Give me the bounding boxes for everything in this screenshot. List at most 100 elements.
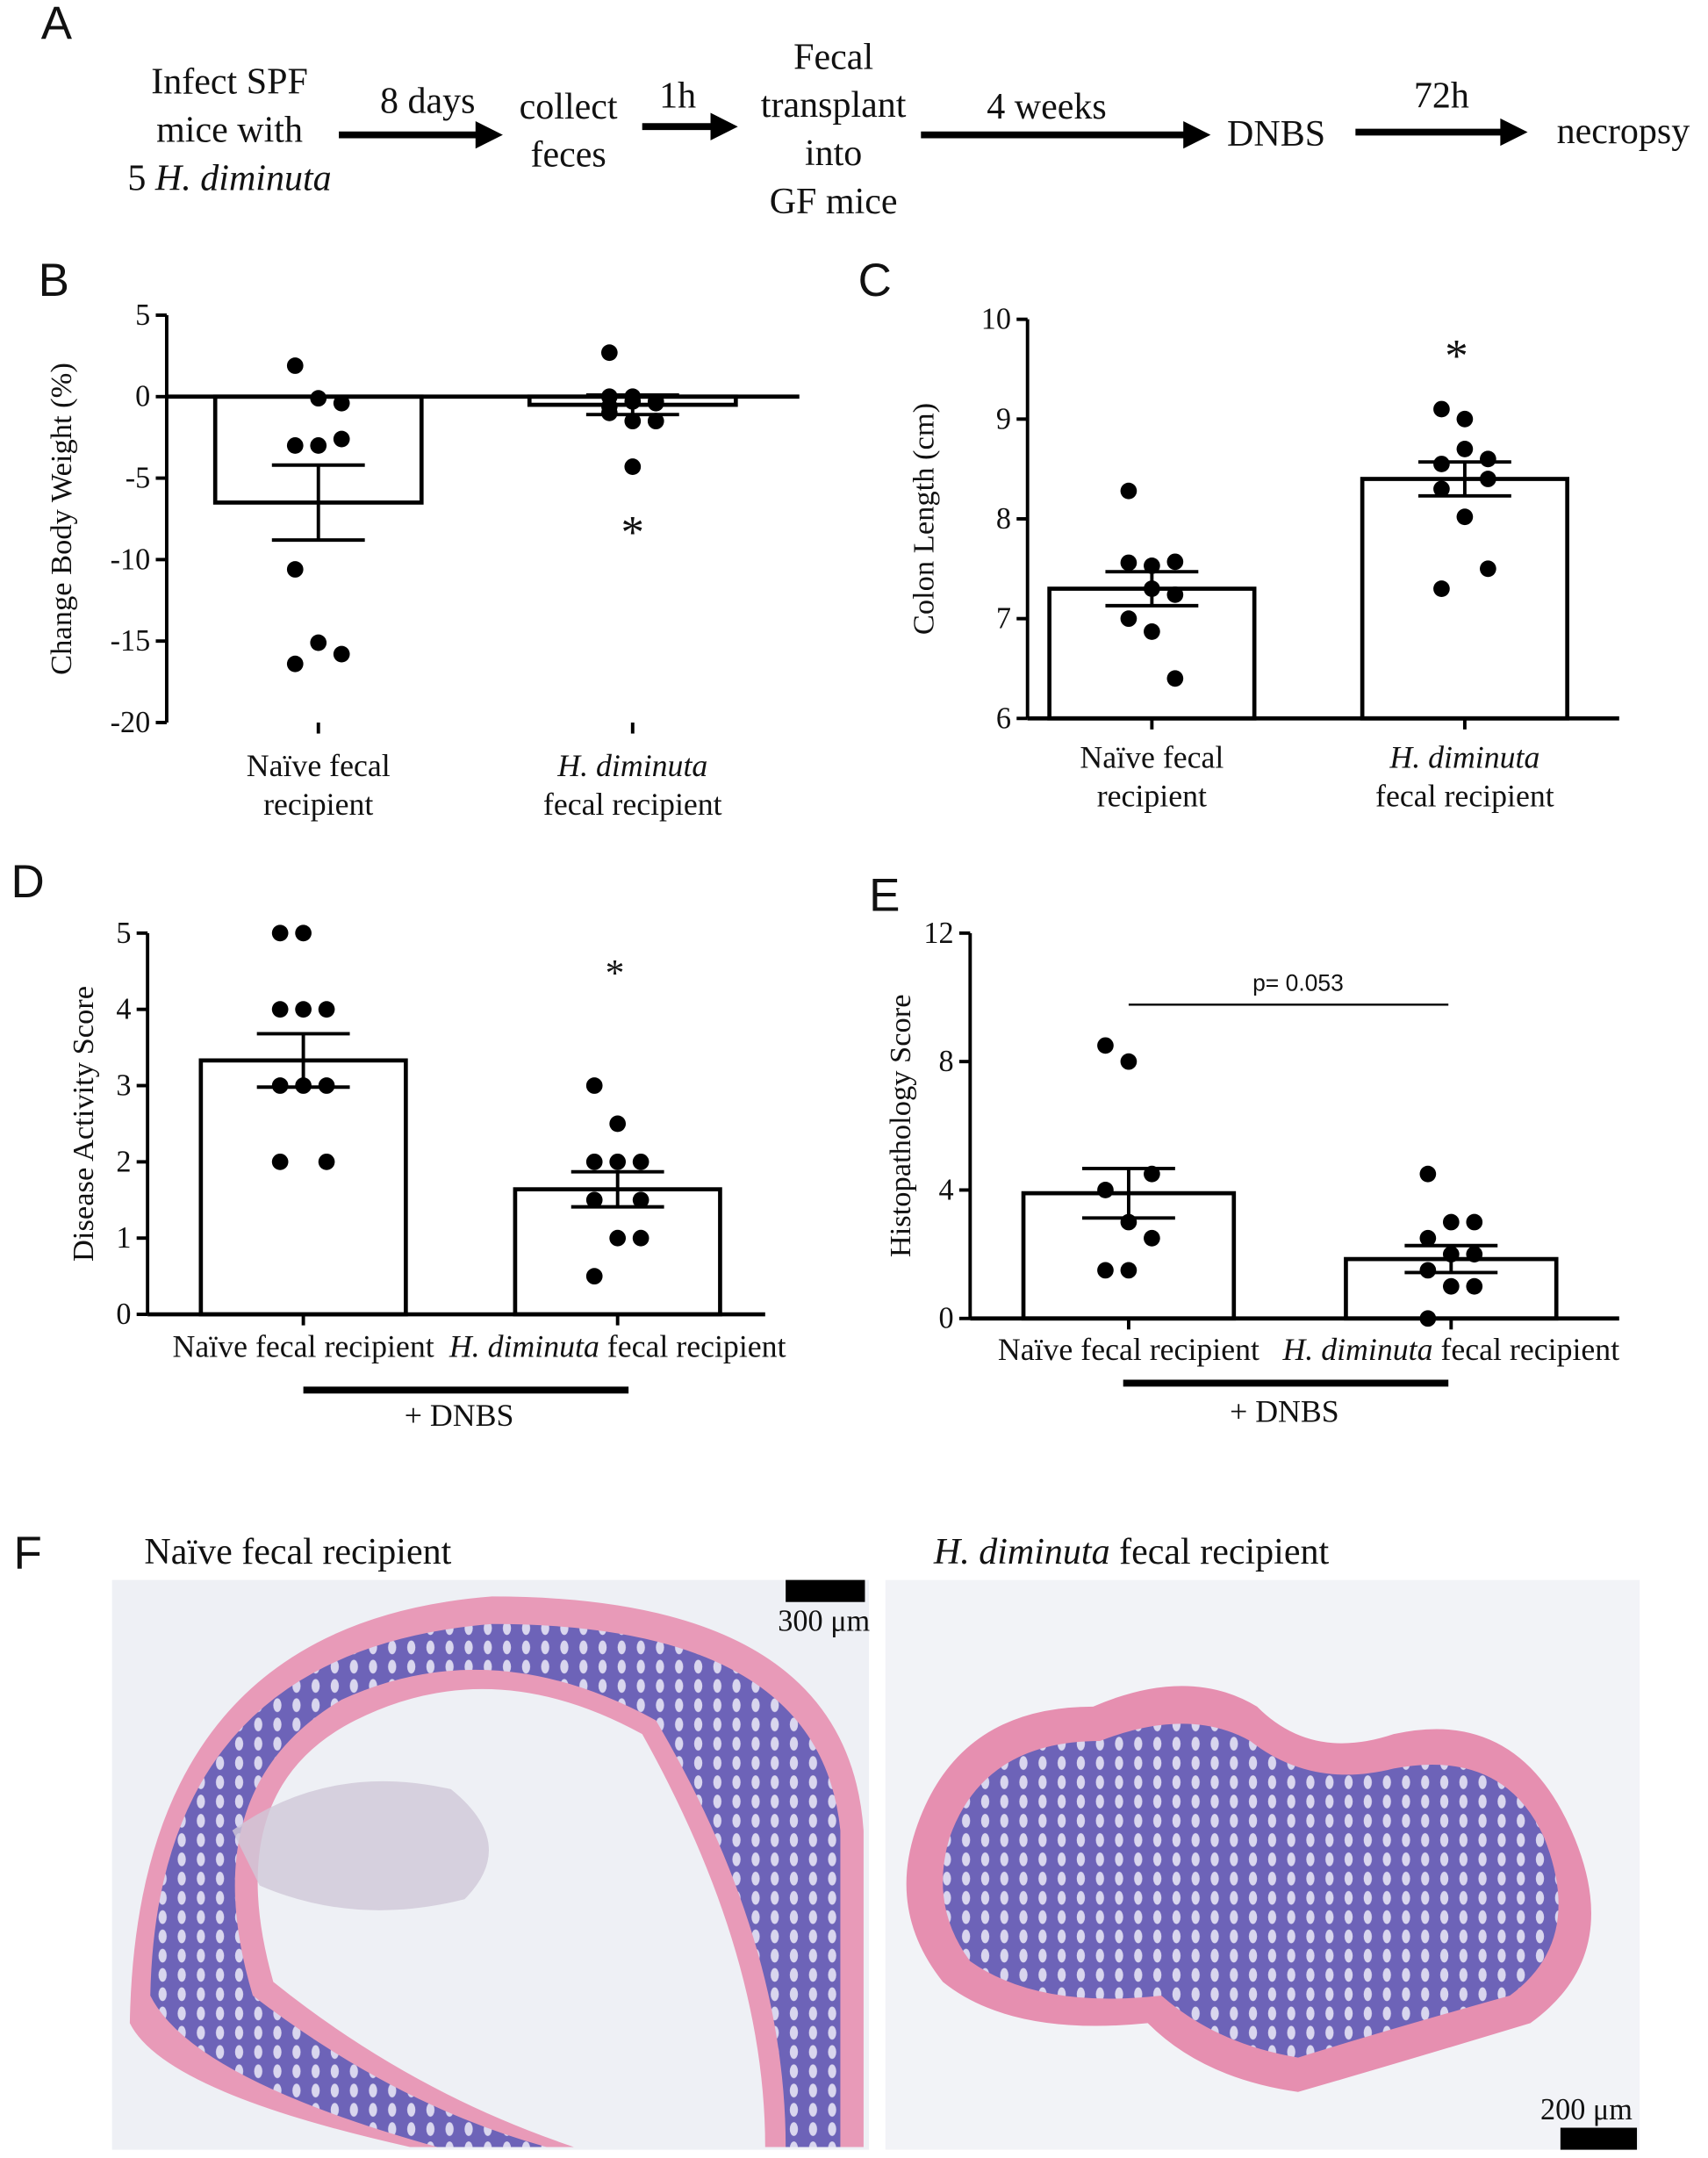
flow-step: DNBS (1227, 113, 1325, 155)
data-point (1120, 482, 1137, 500)
annotation: * (1445, 331, 1468, 382)
y-tick-label: 12 (923, 917, 953, 950)
text-segment: H. diminuta (449, 1329, 599, 1364)
data-point (1120, 1262, 1137, 1279)
flow-step: mice with (156, 109, 303, 150)
y-tick-label: 5 (116, 917, 131, 950)
data-point (286, 561, 304, 578)
flow-step: feces (530, 134, 606, 176)
y-tick-label: 1 (116, 1221, 131, 1255)
data-point (295, 1077, 312, 1094)
panel-label: B (39, 255, 69, 306)
flow-arrowhead (710, 112, 738, 140)
y-tick-label: 3 (116, 1068, 131, 1102)
y-tick-label: 0 (939, 1302, 954, 1335)
flow-step: into (805, 133, 862, 174)
text-segment: H. diminuta (1389, 740, 1539, 775)
data-point (286, 655, 304, 673)
data-point (1456, 441, 1474, 457)
data-point (624, 458, 642, 475)
data-point (585, 1191, 603, 1209)
data-point (1144, 623, 1160, 640)
data-point (647, 394, 664, 412)
text-segment: Fecal (793, 36, 873, 77)
text-segment: fecal recipient (1375, 779, 1554, 814)
debris (232, 1780, 489, 1910)
text-segment: 5 (127, 157, 155, 198)
data-point (609, 1229, 627, 1247)
flow-step: Fecal (793, 36, 873, 77)
data-point (609, 1115, 627, 1133)
x-tick-label: fecal recipient (1375, 779, 1554, 814)
data-point (632, 1191, 649, 1209)
flow-label: 72h (1414, 75, 1469, 116)
data-point (647, 413, 664, 430)
flow-step: Infect SPF (151, 61, 308, 102)
data-point (1097, 1182, 1114, 1198)
panel-label: C (858, 255, 892, 306)
image-title: H. diminuta fecal recipient (933, 1531, 1330, 1572)
y-tick-label: -15 (111, 624, 151, 658)
data-point (632, 1229, 649, 1247)
data-point (333, 394, 350, 412)
y-tick-label: 7 (996, 602, 1011, 636)
data-point (600, 404, 618, 421)
data-point (318, 1153, 335, 1170)
x-tick-label: recipient (1097, 779, 1207, 814)
data-point (333, 645, 350, 663)
scale-bar-label: 200 μm (1540, 2093, 1633, 2126)
x-tick-label: H. diminuta (1389, 740, 1539, 775)
flow-step: transplant (761, 84, 907, 126)
data-point (1480, 450, 1496, 468)
data-point (585, 1077, 603, 1094)
y-tick-label: -5 (126, 461, 151, 494)
annotation: p= 0.053 (1252, 970, 1344, 996)
group-label: + DNBS (405, 1398, 514, 1433)
y-axis-title: Disease Activity Score (67, 986, 100, 1262)
y-tick-label: 8 (939, 1045, 954, 1078)
data-point (585, 1268, 603, 1285)
data-point (600, 344, 618, 362)
text-segment: necropsy (1557, 111, 1690, 152)
panel-label: A (41, 0, 73, 49)
x-tick-label: Naïve fecal (247, 748, 391, 783)
text-segment: Naïve fecal recipient (173, 1329, 434, 1364)
mucosa (943, 1723, 1559, 2058)
image-title: Naïve fecal recipient (144, 1531, 451, 1572)
data-point (1419, 1165, 1437, 1183)
bar (513, 1187, 722, 1317)
data-point (1097, 1037, 1114, 1054)
text-segment: H. diminuta (154, 157, 332, 198)
data-point (1166, 670, 1184, 687)
text-segment: into (805, 133, 862, 174)
data-point (1144, 1165, 1160, 1183)
data-point (1120, 1053, 1137, 1070)
y-tick-label: -20 (111, 706, 151, 739)
text-segment: fecal recipient (599, 1329, 786, 1364)
data-point (1466, 1246, 1483, 1263)
data-point (1466, 1213, 1483, 1231)
data-point (585, 1153, 603, 1170)
data-point (271, 924, 289, 942)
data-point (609, 1153, 627, 1170)
text-segment: H. diminuta (556, 748, 707, 783)
y-tick-label: 6 (996, 701, 1011, 735)
y-tick-label: 0 (116, 1298, 131, 1331)
flow-step: necropsy (1557, 111, 1690, 152)
text-segment: mice with (156, 109, 303, 150)
data-point (1456, 410, 1474, 428)
data-point (271, 1077, 289, 1094)
data-point (1433, 456, 1450, 472)
data-point (1120, 1213, 1137, 1231)
data-point (1442, 1277, 1460, 1295)
panel-label: E (869, 870, 900, 922)
x-tick-label: recipient (263, 787, 373, 822)
flow-arrowhead (1500, 118, 1528, 147)
data-point (632, 1153, 649, 1170)
data-point (1120, 610, 1137, 628)
data-point (295, 924, 312, 942)
data-point (286, 357, 304, 374)
data-point (1097, 1262, 1114, 1279)
y-tick-label: 5 (135, 299, 150, 332)
